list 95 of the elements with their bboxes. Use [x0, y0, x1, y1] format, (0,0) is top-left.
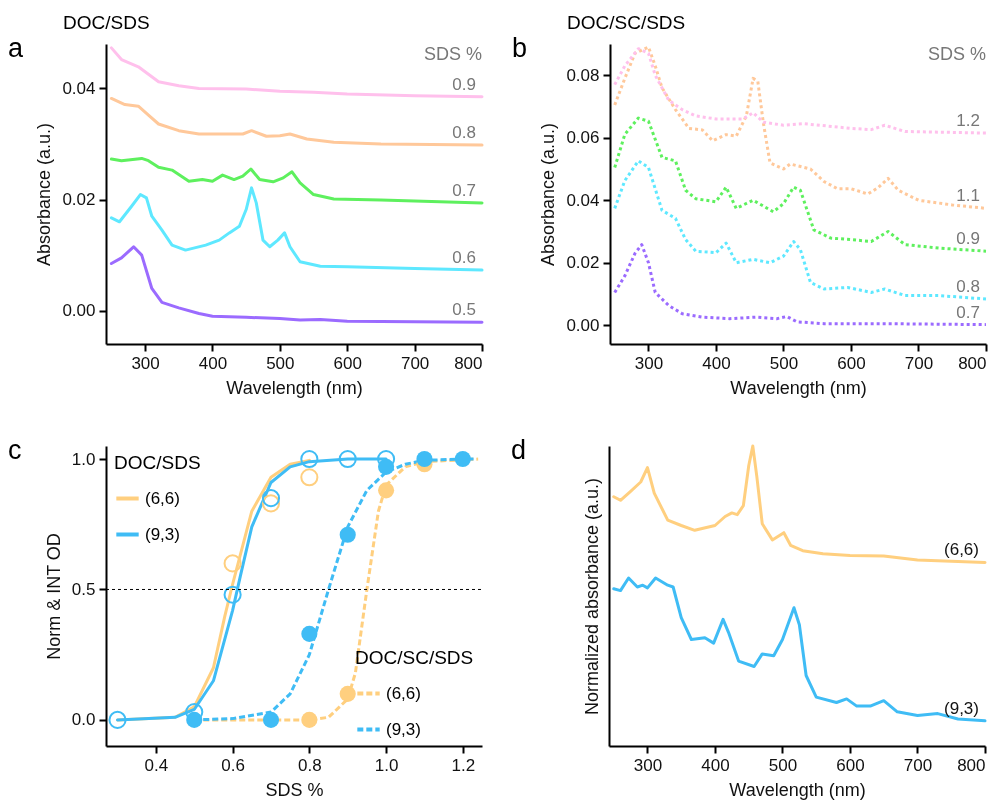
x-tick-label: 400 — [198, 353, 228, 373]
point — [186, 711, 203, 728]
series-label: (6,6) — [944, 540, 979, 560]
legend-title: DOC/SDS — [114, 452, 201, 473]
x-axis-title: Wavelength (nm) — [729, 779, 866, 800]
point — [454, 451, 471, 468]
y-tick-label: 0.0 — [71, 710, 96, 730]
series-label: 0.8 — [956, 277, 980, 296]
series-label: 0.7 — [452, 180, 476, 200]
y-axis-title: Normalized absorbance (a.u.) — [581, 477, 602, 716]
x-axis-title: Wavelength (nm) — [730, 377, 867, 398]
text: c — [8, 435, 22, 465]
text: b — [512, 33, 528, 63]
y-tick-label: 0.00 — [62, 301, 96, 321]
x-tick-label: 300 — [634, 353, 664, 373]
y-tick-label: 0.04 — [566, 190, 600, 210]
x-tick-label: 0.4 — [144, 755, 169, 775]
x-tick-label: 0.8 — [298, 755, 322, 775]
series-label: 0.9 — [452, 74, 476, 94]
point — [261, 489, 281, 508]
y-axis-title: Absorbance (a.u.) — [538, 122, 559, 267]
x-tick-label: 700 — [400, 353, 430, 373]
line-series — [613, 116, 988, 253]
y-tick-label: 0.02 — [62, 190, 96, 210]
series-label: (9,3) — [944, 698, 979, 718]
x-tick-label: 300 — [131, 353, 160, 373]
x-tick-label: 700 — [904, 353, 934, 373]
legend-label: (9,3) — [145, 524, 180, 544]
y-axis-title: Absorbance (a.u.) — [34, 122, 55, 267]
point — [108, 710, 127, 729]
y-tick-label: 0.04 — [62, 78, 96, 98]
legend-label: (9,3) — [386, 719, 421, 739]
series-label: 0.7 — [956, 302, 980, 322]
point — [261, 494, 281, 513]
line-series — [613, 159, 988, 301]
point — [378, 458, 395, 475]
legend-label: (6,6) — [145, 488, 180, 508]
x-tick-label: 600 — [836, 755, 865, 775]
line-series — [613, 47, 988, 135]
point — [223, 585, 242, 604]
line-series — [109, 186, 484, 272]
x-tick-label: 800 — [454, 353, 483, 373]
line-series — [109, 96, 484, 147]
point — [339, 526, 356, 543]
x-axis-title: Wavelength (nm) — [226, 377, 363, 398]
chart-title: DOC/SC/SDS — [567, 12, 686, 33]
x-tick-label: 400 — [701, 755, 730, 775]
annotation: DOC/SC/SDS — [355, 647, 474, 668]
chart-title: DOC/SDS — [63, 12, 150, 33]
x-tick-label: 800 — [957, 755, 986, 775]
point — [300, 468, 319, 487]
y-tick-label: 0.5 — [71, 579, 96, 599]
text: a — [8, 33, 24, 63]
point — [223, 554, 242, 573]
x-tick-label: 600 — [837, 353, 866, 373]
line-series — [109, 245, 484, 324]
legend-title: SDS % — [423, 44, 482, 64]
point — [339, 685, 356, 702]
series-label: 0.8 — [452, 123, 476, 143]
x-axis-title: SDS % — [265, 779, 324, 800]
point — [300, 450, 319, 469]
x-tick-label: 500 — [266, 353, 295, 373]
point — [301, 711, 318, 728]
series-label: 0.6 — [452, 248, 476, 268]
point — [378, 482, 395, 499]
point — [301, 625, 318, 642]
point — [416, 451, 433, 468]
point — [262, 711, 280, 728]
x-tick-label: 600 — [333, 353, 362, 373]
point — [338, 450, 357, 469]
y-tick-label: 0.06 — [566, 128, 600, 148]
x-tick-label: 1.2 — [451, 755, 476, 775]
line-series — [613, 243, 988, 327]
line-series — [109, 156, 484, 205]
series-label: 1.1 — [956, 186, 980, 206]
y-tick-label: 1.0 — [71, 449, 96, 469]
x-tick-label: 1.0 — [374, 755, 399, 775]
x-tick-label: 300 — [633, 755, 663, 775]
x-tick-label: 800 — [958, 353, 987, 373]
series-label: 1.2 — [956, 111, 980, 131]
series-label: 0.5 — [452, 300, 476, 320]
y-tick-label: 0.02 — [566, 253, 600, 273]
text: d — [511, 435, 527, 465]
x-tick-label: 700 — [903, 755, 933, 775]
x-tick-label: 500 — [769, 353, 799, 373]
y-axis-title: Norm & INT OD — [43, 533, 64, 660]
legend-label: (6,6) — [386, 683, 421, 703]
line-series — [109, 46, 484, 99]
x-tick-label: 400 — [702, 353, 731, 373]
x-tick-label: 500 — [768, 755, 798, 775]
y-tick-label: 0.08 — [566, 65, 600, 85]
x-tick-label: 0.6 — [221, 755, 245, 775]
y-tick-label: 0.00 — [566, 315, 600, 335]
legend-title: SDS % — [927, 44, 986, 64]
series-label: 0.9 — [956, 229, 980, 249]
